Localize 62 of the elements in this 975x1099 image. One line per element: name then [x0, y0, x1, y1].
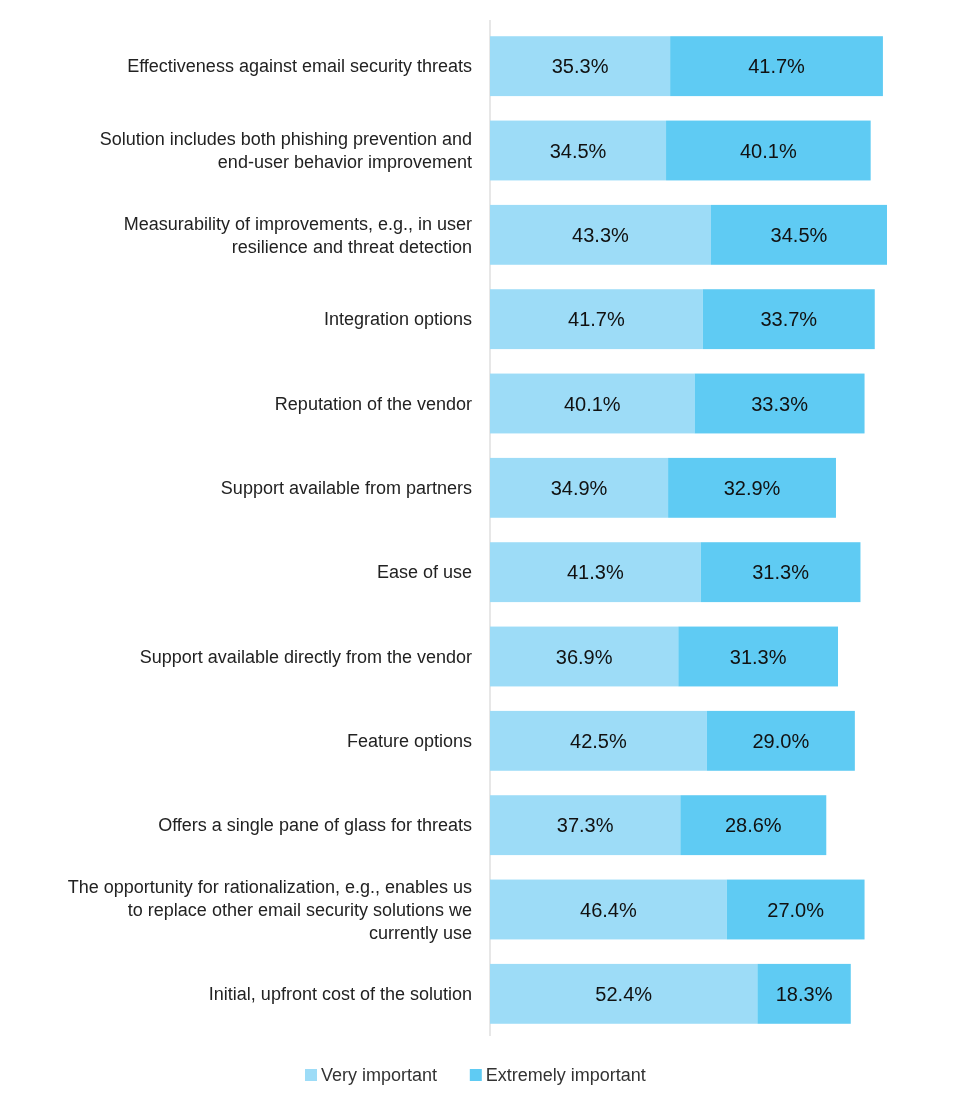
- y-tick-label: Feature options: [346, 731, 472, 752]
- data-label: 36.9%: [555, 645, 613, 668]
- data-label: 41.7%: [748, 55, 806, 78]
- bar: [490, 795, 681, 856]
- data-label: 28.6%: [724, 814, 782, 837]
- bar: [702, 289, 875, 350]
- y-tick-label: Initial, upfront cost of the solution: [208, 984, 472, 1005]
- data-label: 37.3%: [556, 814, 614, 837]
- y-tick-label: Ease of use: [376, 562, 472, 583]
- bar: [490, 542, 701, 603]
- data-label: 29.0%: [752, 729, 810, 752]
- data-label: 18.3%: [775, 982, 833, 1005]
- data-label: 42.5%: [570, 729, 627, 752]
- data-label: 40.1%: [563, 392, 621, 415]
- data-label: 46.4%: [580, 898, 637, 921]
- bar: [490, 963, 758, 1024]
- y-tick-label: Reputation of the vendor: [274, 393, 472, 414]
- bar: [490, 36, 671, 97]
- y-tick-label: Support available directly from the vendor: [139, 646, 472, 667]
- data-label: 52.4%: [595, 982, 653, 1005]
- data-label: 35.3%: [551, 55, 609, 78]
- bar: [694, 373, 865, 434]
- bar: [666, 120, 871, 181]
- bar: [726, 879, 865, 940]
- data-label: 31.3%: [752, 561, 810, 584]
- data-label: 33.7%: [760, 308, 818, 331]
- data-label: 34.9%: [550, 476, 608, 499]
- bar: [490, 879, 727, 940]
- y-tick-label: Offers a single pane of glass for threats: [158, 815, 472, 836]
- data-label: 34.5%: [770, 223, 828, 246]
- data-label: 34.5%: [549, 139, 607, 162]
- bar: [490, 289, 703, 350]
- legend-label: Extremely important: [485, 1065, 646, 1086]
- data-label: 41.3%: [567, 561, 624, 584]
- bar: [680, 795, 827, 856]
- bar: [670, 36, 883, 97]
- data-label: 43.3%: [572, 223, 630, 246]
- bar: [490, 204, 711, 265]
- y-tick-label: Solution includes both phishing prevention and end-user behavior improvement: [99, 129, 472, 173]
- bar: [678, 626, 839, 687]
- bar: [490, 120, 667, 181]
- bar: [490, 710, 707, 771]
- y-tick-label: Effectiveness against email security threats: [127, 56, 472, 77]
- data-label: 27.0%: [767, 898, 825, 921]
- legend-label: Very important: [321, 1065, 438, 1086]
- bar: [490, 626, 679, 687]
- bar: [490, 457, 669, 518]
- bar: [490, 373, 695, 434]
- bar: [706, 710, 855, 771]
- y-tick-label: Measurability of improvements, e.g., in user resilience and threat detection: [123, 213, 472, 257]
- data-label: 41.7%: [568, 308, 625, 331]
- data-label: 40.1%: [740, 139, 797, 162]
- data-label: 33.3%: [751, 392, 809, 415]
- y-tick-label: Integration options: [323, 309, 472, 330]
- bar: [757, 963, 851, 1024]
- bar: [700, 542, 861, 603]
- y-tick-label: The opportunity for rationalization, e.g., enables us to replace other email security solutions we currently use: [67, 876, 472, 943]
- bar: [710, 204, 887, 265]
- data-label: 31.3%: [729, 645, 787, 668]
- bar: [668, 457, 836, 518]
- y-tick-label: Support available from partners: [220, 478, 472, 499]
- data-label: 32.9%: [723, 476, 781, 499]
